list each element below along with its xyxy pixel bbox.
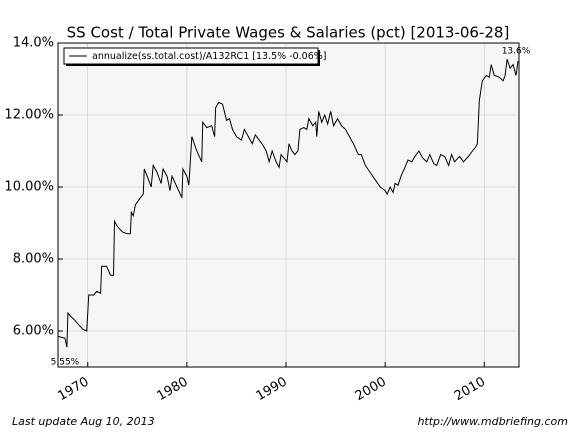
y-tick-label: 12.00%: [4, 108, 54, 123]
plot-background: [58, 43, 519, 367]
legend-box: [63, 47, 319, 65]
annotation: 5.55%: [51, 358, 80, 368]
x-tick-label: 1980: [154, 375, 190, 405]
data-line: [57, 59, 519, 348]
y-tick-label: 6.00%: [13, 324, 54, 339]
y-tick-label: 14.0%: [13, 36, 54, 51]
x-tick-label: 2000: [353, 375, 389, 405]
x-tick-label: 1970: [55, 375, 91, 405]
x-tick-label: 1990: [254, 375, 290, 405]
footer-right: http://www.mdbriefing.com: [417, 415, 568, 428]
footer-left: Last update Aug 10, 2013: [12, 415, 155, 428]
y-tick-label: 8.00%: [13, 252, 54, 267]
x-tick-label: 2010: [452, 375, 488, 405]
chart-title: SS Cost / Total Private Wages & Salaries…: [67, 24, 510, 42]
annotation: 13.6%: [502, 47, 531, 57]
legend: annualize(ss.total.cost)/A132RC1 [13.5% …: [63, 47, 326, 66]
y-tick-label: 10.00%: [4, 180, 54, 195]
legend-label: annualize(ss.total.cost)/A132RC1 [13.5% …: [92, 51, 326, 62]
plot-frame: [57, 42, 520, 368]
